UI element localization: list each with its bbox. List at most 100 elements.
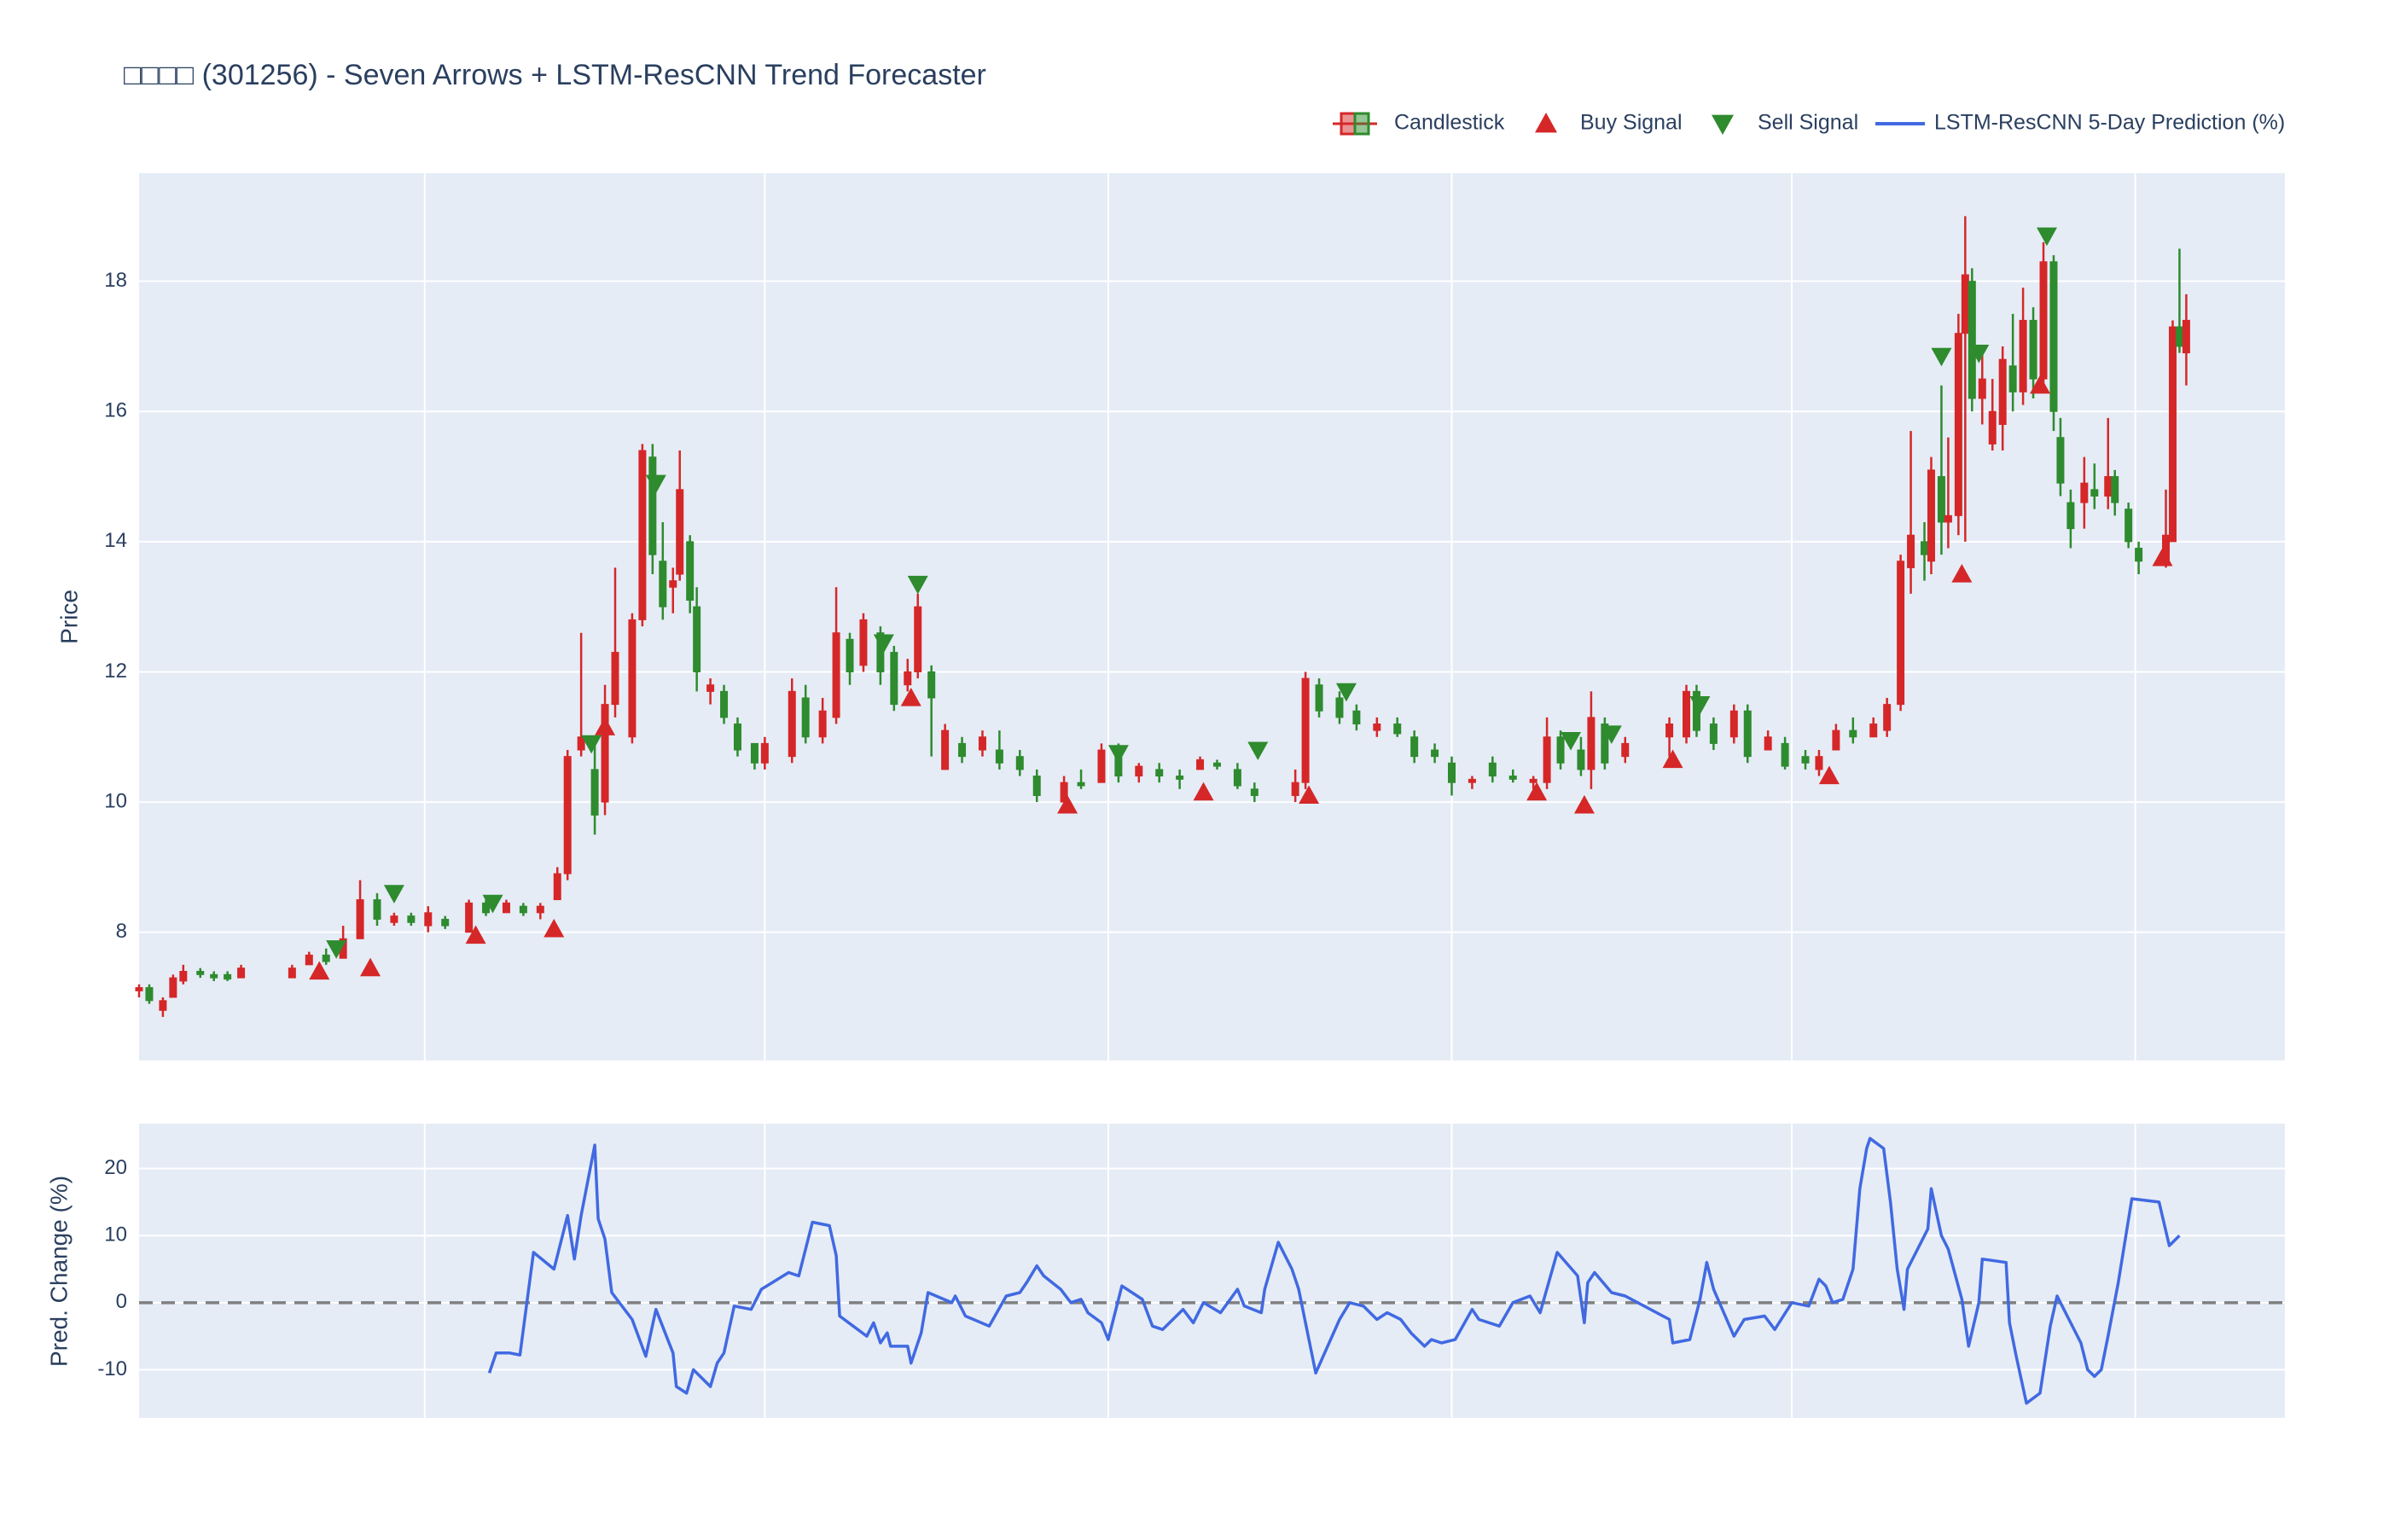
candle-body <box>1196 758 1205 770</box>
candle-body <box>1937 476 1945 523</box>
candle-body <box>2168 326 2177 543</box>
candle-body <box>1815 756 1823 770</box>
plot-background <box>139 173 2285 1061</box>
candle-body <box>1212 762 1221 767</box>
candle-body <box>237 968 246 979</box>
candle-body <box>322 954 330 962</box>
sell-signal <box>482 894 503 914</box>
candle-body <box>941 729 950 770</box>
legend-label: Buy Signal <box>1580 111 1683 135</box>
y-tick-label: -10 <box>97 1357 127 1380</box>
candle-body <box>706 684 715 692</box>
sell-signal <box>1931 347 1952 367</box>
candle-body <box>2029 319 2037 380</box>
candle-body <box>2039 261 2048 380</box>
candle-body <box>914 606 922 672</box>
sell-signal <box>1335 683 1357 702</box>
y-tick-label: 0 <box>116 1290 127 1313</box>
candle-body <box>1954 333 1962 516</box>
candle-body <box>904 671 912 686</box>
candle-body <box>859 619 868 666</box>
candle-body <box>536 905 544 914</box>
candle-body <box>1373 724 1381 731</box>
candle-body <box>686 541 695 601</box>
candle-body <box>669 580 677 588</box>
candle-body <box>1135 765 1143 777</box>
candle-body <box>733 724 741 751</box>
legend-label: LSTM-ResCNN 5-Day Prediction (%) <box>1934 111 2285 135</box>
buy-signal <box>1573 794 1595 814</box>
candle-body <box>373 899 381 920</box>
candle-body <box>1155 769 1164 777</box>
candle-body <box>2175 326 2183 347</box>
candle-body <box>750 742 759 764</box>
candle-body <box>676 489 684 575</box>
candle-body <box>832 632 840 718</box>
buy-signal <box>1662 749 1683 769</box>
candle-body <box>2080 482 2089 503</box>
plot-area <box>135 216 2190 1017</box>
candle-body <box>1897 561 1905 706</box>
candle-body <box>305 954 313 966</box>
candle-body <box>1556 736 1565 764</box>
y-tick-label: 10 <box>104 789 127 812</box>
candle-body <box>2066 502 2075 530</box>
candle-body <box>356 899 364 939</box>
candle-body <box>1315 684 1323 712</box>
legend: Candlestick Buy Signal Sell Signal LSTM-Res… <box>1333 111 2285 136</box>
buy-signal <box>465 925 486 944</box>
candle-body <box>465 902 474 933</box>
buy-signal <box>2030 375 2051 394</box>
candle-body <box>2182 319 2190 354</box>
candle-body <box>1301 677 1310 783</box>
candle-body <box>1250 788 1258 796</box>
buy-signal <box>1057 794 1078 814</box>
legend-label: Candlestick <box>1394 111 1505 135</box>
candle-body <box>601 704 609 803</box>
candle-body <box>441 918 450 927</box>
candle-body <box>846 638 854 672</box>
candle-body <box>1335 697 1344 718</box>
candle-body <box>1944 514 1952 523</box>
candle-body <box>760 742 769 764</box>
candle-body <box>1801 756 1810 764</box>
buy-signal <box>1299 785 1320 805</box>
candle-body <box>390 915 398 923</box>
sell-signal <box>1247 741 1269 761</box>
y-axis-title: Price <box>55 590 82 644</box>
candle-body <box>1410 736 1419 758</box>
candle-body <box>1587 717 1596 770</box>
candle-body <box>1832 729 1840 751</box>
candle-body <box>210 973 218 979</box>
candle-body <box>563 756 572 875</box>
candle-body <box>1621 742 1630 758</box>
candle-body <box>1601 724 1609 764</box>
sell-signal <box>1601 725 1622 744</box>
sell-signal <box>2036 227 2057 247</box>
candle-body <box>1968 281 1976 399</box>
candle-body <box>590 769 599 816</box>
candle-body <box>1869 724 1878 738</box>
candle-body <box>2125 508 2133 543</box>
sell-signal <box>581 735 602 754</box>
candle-body <box>1488 762 1497 777</box>
sell-signal <box>1689 696 1711 715</box>
candle-body <box>648 456 657 555</box>
buy-signal <box>1193 782 1214 801</box>
candle-body <box>159 1000 167 1011</box>
candle-body <box>2090 489 2099 497</box>
candle-body <box>1543 736 1551 783</box>
candle-body <box>224 973 232 980</box>
legend-icon <box>1712 114 1734 135</box>
candle-body <box>1015 756 1024 770</box>
candle-body <box>611 652 619 706</box>
candle-body <box>2104 476 2113 497</box>
candle-body <box>288 968 296 979</box>
candle-body <box>1781 742 1789 767</box>
candle-body <box>628 619 636 738</box>
candle-body <box>1097 749 1106 783</box>
candle-body <box>927 671 936 699</box>
sell-signal <box>873 634 894 654</box>
y-tick-label: 14 <box>104 529 127 552</box>
